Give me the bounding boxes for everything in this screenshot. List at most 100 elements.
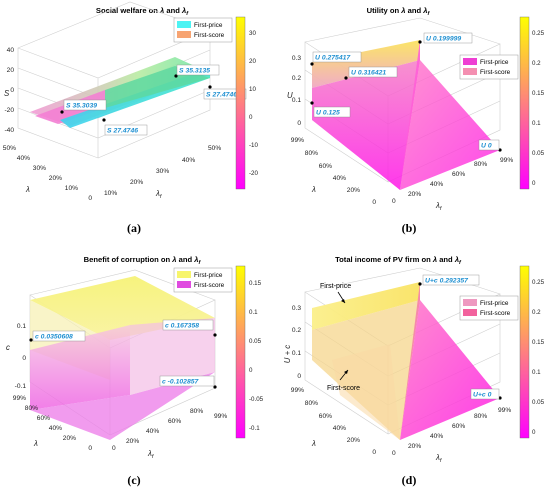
z-tick: 0.2 bbox=[292, 75, 301, 82]
panel-d-datatip-2: U+c 0 bbox=[470, 388, 502, 400]
panel-d-annotation-first-price: First-price bbox=[320, 283, 351, 304]
z-tick: 0.3 bbox=[292, 305, 301, 312]
svg-text:S 35.3039: S 35.3039 bbox=[66, 103, 97, 110]
svg-text:S 35.3135: S 35.3135 bbox=[179, 68, 210, 75]
colorbar-tick: 0.1 bbox=[249, 309, 258, 316]
x-tick: 20% bbox=[126, 438, 139, 445]
y-tick: 80% bbox=[305, 400, 318, 407]
panel-b-z-ticks: 0.3 0.2 0.1 0 bbox=[292, 55, 302, 127]
panel-c-x-ticks: 0 20% 40% 60% 80% 99% bbox=[112, 408, 227, 452]
panel-b-datatip-1: U 0.275417 bbox=[310, 51, 362, 66]
svg-text:c 0.0350608: c 0.0350608 bbox=[35, 334, 73, 341]
legend-label: First-score bbox=[480, 310, 511, 317]
x-tick: 80% bbox=[474, 413, 487, 420]
panel-d-y-ticks: 99% 80% 60% 40% 20% 0 bbox=[291, 387, 377, 456]
panel-a-datatip-2: S 35.3135 bbox=[174, 64, 220, 78]
y-tick: 20% bbox=[49, 175, 62, 182]
panel-c-caption: (c) bbox=[127, 473, 140, 487]
svg-text:U 0.316421: U 0.316421 bbox=[351, 70, 386, 77]
y-tick: 40% bbox=[49, 425, 62, 432]
annotation-label: First-score bbox=[327, 385, 360, 392]
colorbar-tick: 0 bbox=[532, 429, 536, 436]
panel-c-first-score-side bbox=[130, 318, 215, 395]
colorbar-tick: 0.15 bbox=[249, 280, 262, 287]
panel-a-title: Social welfare on λ and λf bbox=[96, 6, 189, 17]
legend-label: First-price bbox=[194, 272, 223, 279]
panel-d-ridge bbox=[400, 282, 420, 440]
x-tick: 80% bbox=[190, 408, 203, 415]
y-tick: 20% bbox=[347, 437, 360, 444]
panel-b-legend: First-price First-score bbox=[459, 54, 519, 80]
legend-label: First-score bbox=[194, 32, 225, 39]
colorbar-tick: 0 bbox=[249, 367, 253, 374]
y-tick: 0 bbox=[88, 445, 92, 452]
legend-label: First-price bbox=[480, 300, 509, 307]
panel-d-z-ticks: 0.3 0.2 0.1 0 bbox=[292, 305, 302, 380]
z-tick: 0 bbox=[297, 373, 301, 380]
panel-c-xlabel: λf bbox=[147, 449, 154, 460]
colorbar-tick: 0.2 bbox=[532, 60, 541, 67]
panel-b-datatip-2: U 0.199999 bbox=[418, 32, 473, 44]
x-tick: 40% bbox=[146, 428, 159, 435]
panel-a-caption: (a) bbox=[127, 221, 141, 235]
panel-c-datatip-2: c 0.167358 bbox=[162, 319, 217, 337]
panel-d-zlabel: U + c bbox=[283, 345, 292, 364]
svg-text:U+c 0: U+c 0 bbox=[473, 392, 492, 399]
y-tick: 99% bbox=[291, 387, 304, 394]
legend-swatch bbox=[463, 58, 477, 65]
x-tick: 0 bbox=[392, 198, 396, 205]
panel-b-y-ticks: 99% 80% 60% 40% 20% 0 bbox=[291, 137, 377, 206]
x-tick: 60% bbox=[452, 423, 465, 430]
z-tick: 0.2 bbox=[292, 327, 301, 334]
x-tick: 50% bbox=[208, 145, 221, 152]
x-tick: 10% bbox=[104, 190, 117, 197]
panel-a-zlabel: S bbox=[4, 89, 10, 98]
panel-a-welfare-front bbox=[105, 66, 210, 108]
panel-a-datatip-4: S 27.4746 bbox=[102, 118, 148, 136]
panel-c-datatip-1: c 0.0350608 bbox=[29, 330, 86, 342]
z-tick: 0.1 bbox=[292, 350, 301, 357]
x-tick: 99% bbox=[500, 157, 513, 164]
panel-b-datatip-3: U 0.316421 bbox=[344, 66, 398, 80]
legend-swatch bbox=[463, 68, 477, 75]
z-tick: 0.1 bbox=[17, 323, 26, 330]
colorbar-tick: 0.15 bbox=[532, 90, 545, 97]
colorbar-tick: 10 bbox=[249, 86, 256, 93]
colorbar-tick: 0.05 bbox=[532, 399, 545, 406]
panel-d-xlabel: λf bbox=[435, 453, 442, 464]
panel-c-z-ticks: 0.1 0 -0.1 bbox=[15, 323, 27, 390]
y-tick: 30% bbox=[33, 165, 46, 172]
colorbar-tick: -10 bbox=[249, 142, 259, 149]
svg-text:U 0.199999: U 0.199999 bbox=[426, 36, 461, 43]
legend-swatch bbox=[177, 271, 191, 278]
panel-b-datatip-5: U 0 bbox=[478, 139, 502, 152]
panel-c: Benefit of corruption on λ and λf c 0.03… bbox=[6, 255, 264, 487]
svg-text:U 0.125: U 0.125 bbox=[316, 110, 340, 117]
x-tick: 99% bbox=[214, 413, 227, 420]
annotation-label: First-price bbox=[320, 283, 351, 290]
x-tick: 30% bbox=[156, 168, 169, 175]
legend-swatch bbox=[463, 309, 477, 316]
x-tick: 60% bbox=[168, 418, 181, 425]
legend-label: First-score bbox=[194, 282, 225, 289]
panel-c-zlabel: c bbox=[6, 343, 10, 352]
legend-label: First-price bbox=[480, 59, 509, 66]
colorbar-tick: 0.05 bbox=[532, 150, 545, 157]
y-tick: 0 bbox=[88, 195, 92, 202]
z-tick: 0 bbox=[22, 355, 26, 362]
panel-a-legend: First-price First-score bbox=[173, 17, 233, 43]
x-tick: 20% bbox=[408, 191, 421, 198]
y-tick: 20% bbox=[63, 435, 76, 442]
panel-b-title: Utility on λ and λf bbox=[367, 6, 431, 17]
panel-d-caption: (d) bbox=[402, 473, 417, 487]
legend-label: First-price bbox=[194, 22, 223, 29]
panel-b-x-ticks: 0 20% 40% 60% 80% 99% bbox=[392, 157, 513, 205]
colorbar-tick: 0.25 bbox=[532, 279, 545, 286]
panel-a-z-ticks: 40 20 0 -20 -40 bbox=[4, 47, 14, 134]
svg-text:U 0.275417: U 0.275417 bbox=[315, 55, 351, 62]
z-tick: -40 bbox=[4, 127, 14, 134]
panel-b-caption: (b) bbox=[402, 221, 417, 235]
legend-swatch bbox=[463, 299, 477, 306]
panel-b-xlabel: λf bbox=[435, 201, 442, 212]
